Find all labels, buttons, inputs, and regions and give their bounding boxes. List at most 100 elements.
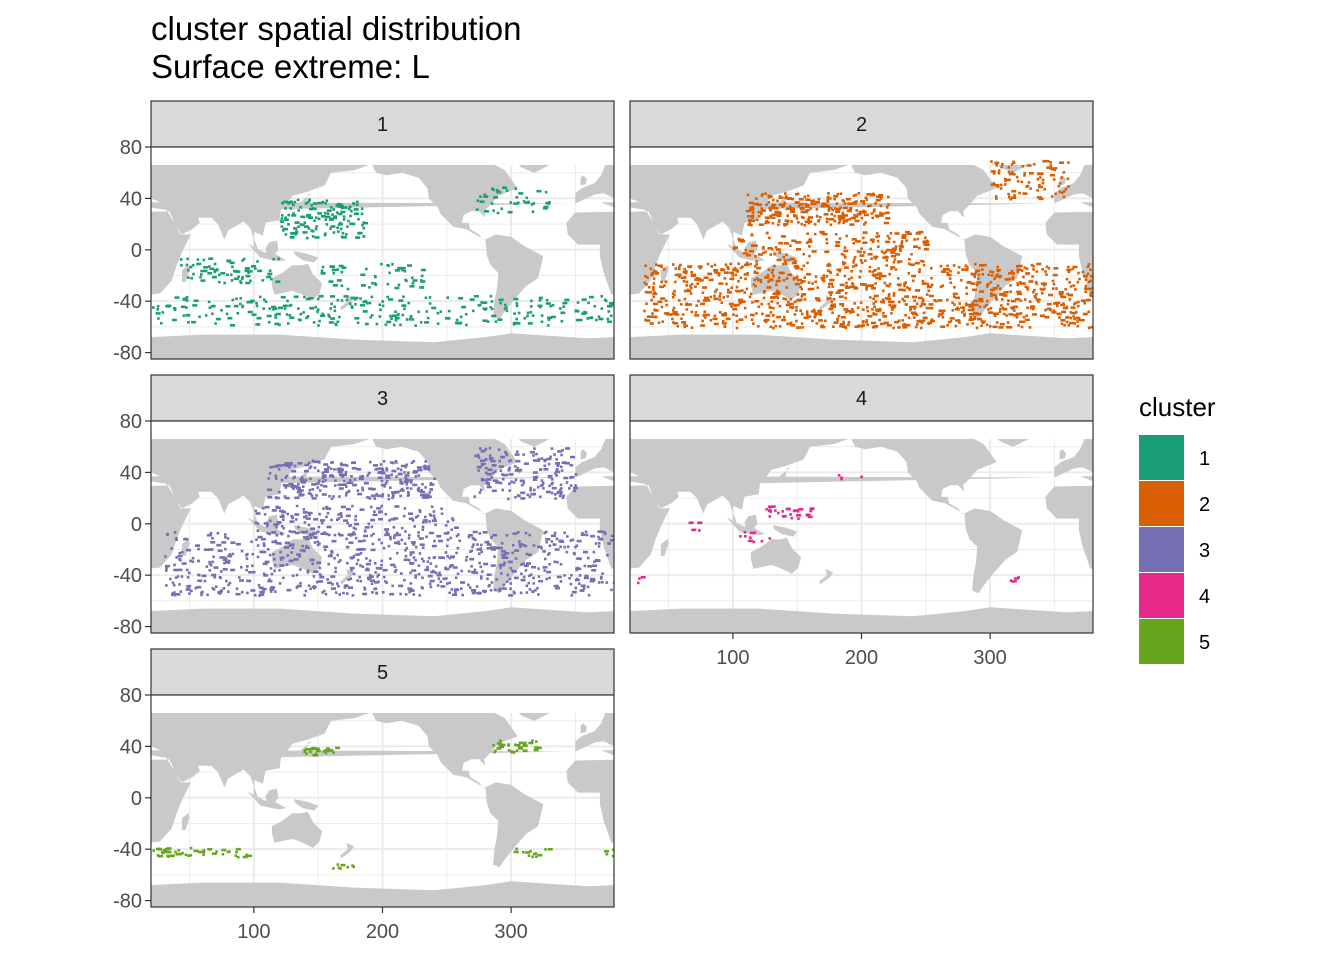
data-point <box>971 308 975 312</box>
data-point <box>505 453 509 457</box>
data-point <box>843 308 849 311</box>
data-point <box>673 322 679 325</box>
data-point <box>751 214 755 218</box>
data-point <box>796 326 802 329</box>
land-mass <box>1208 241 1221 255</box>
data-point <box>409 487 413 490</box>
data-point <box>873 305 876 308</box>
data-point <box>292 203 295 207</box>
data-point <box>772 306 775 310</box>
data-point <box>477 304 481 307</box>
data-point <box>597 545 601 548</box>
data-point <box>695 276 699 280</box>
data-point <box>399 494 402 498</box>
data-point <box>840 476 843 479</box>
data-point <box>964 264 968 268</box>
data-point <box>538 298 542 302</box>
data-point <box>467 570 471 573</box>
data-point <box>321 200 325 204</box>
land-mass <box>630 423 849 523</box>
data-point <box>550 315 556 319</box>
data-point <box>744 248 748 252</box>
y-tick-label: 40 <box>120 736 142 758</box>
data-point <box>1033 295 1037 298</box>
data-point <box>286 588 292 592</box>
data-point <box>370 518 376 522</box>
data-point <box>446 296 449 299</box>
data-point <box>543 464 546 468</box>
data-point <box>925 293 929 296</box>
data-point <box>288 465 291 469</box>
data-point <box>451 563 454 567</box>
data-point <box>274 322 280 326</box>
data-point <box>534 852 538 855</box>
data-point <box>266 532 270 535</box>
data-point <box>259 590 265 594</box>
data-point <box>427 574 433 578</box>
data-point <box>860 261 864 265</box>
data-point <box>211 312 214 316</box>
data-point <box>224 547 227 551</box>
data-point <box>300 530 306 534</box>
data-point <box>467 535 471 539</box>
data-point <box>274 477 278 480</box>
data-point <box>356 203 359 206</box>
data-point <box>410 461 414 464</box>
data-point <box>236 855 240 859</box>
data-point <box>451 555 455 559</box>
data-point <box>841 304 845 308</box>
data-point <box>171 318 177 322</box>
data-point <box>752 244 758 247</box>
data-point <box>879 204 883 208</box>
data-point <box>909 307 913 310</box>
data-point <box>428 495 432 498</box>
data-point <box>527 200 530 204</box>
land-mass <box>1314 431 1344 513</box>
data-point <box>1069 285 1073 288</box>
data-point <box>844 326 848 330</box>
data-point <box>922 316 928 320</box>
data-point <box>431 306 437 310</box>
data-point <box>455 534 459 538</box>
data-point <box>706 262 710 266</box>
data-point <box>228 581 232 585</box>
data-point <box>276 521 282 524</box>
data-point <box>543 531 546 535</box>
data-point <box>215 317 221 321</box>
data-point <box>540 457 544 460</box>
data-point <box>1090 325 1093 329</box>
data-point <box>475 585 479 588</box>
data-point <box>502 583 506 587</box>
data-point <box>417 486 421 490</box>
land-mass <box>711 791 750 809</box>
data-point <box>789 513 792 516</box>
data-point <box>278 490 281 494</box>
data-point <box>368 559 372 562</box>
data-point <box>390 473 393 477</box>
data-point <box>652 288 655 292</box>
data-point <box>740 240 746 243</box>
data-point <box>255 538 258 541</box>
data-point <box>501 477 505 481</box>
data-point <box>405 546 408 550</box>
data-point <box>403 578 406 582</box>
data-point <box>770 271 774 275</box>
data-point <box>341 231 345 235</box>
data-point <box>313 466 317 470</box>
data-point <box>421 525 425 529</box>
data-point <box>611 301 614 305</box>
data-point <box>1068 281 1071 284</box>
data-point <box>486 543 492 546</box>
data-point <box>748 209 751 213</box>
data-point <box>844 256 847 259</box>
data-point <box>336 320 340 324</box>
data-point <box>389 537 392 541</box>
data-point <box>875 276 881 280</box>
data-point <box>811 282 814 285</box>
data-point <box>519 479 525 483</box>
data-point <box>438 539 443 543</box>
data-point <box>574 545 577 549</box>
data-point <box>871 284 874 287</box>
data-point <box>859 269 862 273</box>
data-point <box>330 518 333 522</box>
